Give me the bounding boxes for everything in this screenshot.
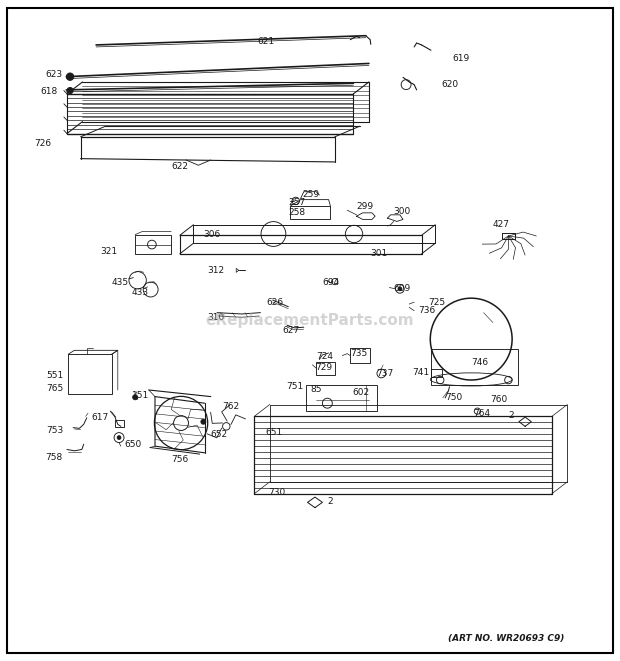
Text: 306: 306 — [203, 230, 221, 239]
Text: 300: 300 — [394, 207, 411, 216]
Circle shape — [133, 395, 138, 400]
Bar — [115, 420, 124, 427]
Bar — [290, 206, 330, 219]
Text: 627: 627 — [282, 326, 299, 335]
Circle shape — [398, 287, 402, 291]
Text: 427: 427 — [493, 220, 510, 229]
Bar — [431, 369, 442, 377]
Text: 85: 85 — [310, 385, 322, 395]
Circle shape — [67, 87, 73, 94]
Bar — [68, 354, 112, 394]
Bar — [350, 348, 370, 363]
Text: 551: 551 — [46, 371, 64, 380]
Text: 602: 602 — [352, 388, 370, 397]
Text: 726: 726 — [34, 139, 51, 148]
Text: 2: 2 — [508, 410, 514, 420]
Text: 762: 762 — [222, 402, 239, 411]
Text: 433: 433 — [131, 288, 149, 297]
Text: 651: 651 — [265, 428, 283, 437]
Circle shape — [117, 436, 121, 440]
Text: 753: 753 — [46, 426, 64, 436]
Circle shape — [201, 419, 206, 424]
Bar — [431, 349, 518, 385]
Text: 694: 694 — [322, 278, 340, 288]
Text: 626: 626 — [267, 297, 284, 307]
Text: 321: 321 — [100, 247, 118, 256]
Text: 257: 257 — [288, 198, 306, 208]
Text: 737: 737 — [376, 369, 393, 378]
Text: 765: 765 — [46, 384, 64, 393]
Text: 617: 617 — [91, 413, 108, 422]
Text: (ART NO. WR20693 C9): (ART NO. WR20693 C9) — [448, 634, 564, 643]
Text: 725: 725 — [428, 297, 445, 307]
Text: 650: 650 — [124, 440, 141, 449]
Text: 259: 259 — [302, 190, 319, 199]
Text: 622: 622 — [171, 162, 188, 171]
Text: 151: 151 — [132, 391, 149, 400]
Text: 729: 729 — [315, 363, 332, 372]
Text: eReplacementParts.com: eReplacementParts.com — [206, 313, 414, 328]
Text: 620: 620 — [441, 80, 459, 89]
Text: 609: 609 — [394, 284, 411, 293]
Bar — [135, 235, 171, 254]
Bar — [316, 362, 335, 375]
Text: 751: 751 — [286, 381, 304, 391]
Text: 2: 2 — [327, 496, 333, 506]
Text: 746: 746 — [471, 358, 489, 367]
Text: 735: 735 — [350, 349, 368, 358]
Text: 301: 301 — [371, 249, 388, 258]
Text: 299: 299 — [356, 202, 374, 211]
Text: 623: 623 — [45, 69, 62, 79]
Circle shape — [66, 73, 74, 81]
Text: 619: 619 — [453, 54, 470, 63]
Text: 756: 756 — [171, 455, 188, 464]
Text: 730: 730 — [268, 488, 286, 497]
Text: 652: 652 — [211, 430, 228, 439]
Text: 310: 310 — [208, 313, 225, 323]
Text: 758: 758 — [45, 453, 62, 462]
Text: 621: 621 — [257, 37, 275, 46]
Bar — [306, 385, 377, 411]
Text: 750: 750 — [445, 393, 463, 403]
Text: 760: 760 — [490, 395, 507, 404]
Text: 312: 312 — [207, 266, 224, 275]
Text: 618: 618 — [40, 87, 58, 96]
Text: 258: 258 — [288, 208, 306, 217]
Text: 435: 435 — [112, 278, 129, 287]
Text: 764: 764 — [473, 408, 490, 418]
Text: 724: 724 — [316, 352, 333, 362]
Text: 741: 741 — [412, 368, 430, 377]
Text: 736: 736 — [418, 305, 436, 315]
